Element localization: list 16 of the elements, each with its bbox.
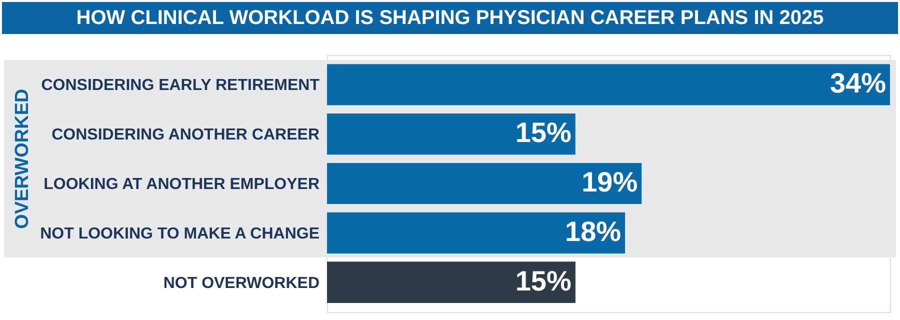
bar [327, 162, 642, 204]
chart-title: HOW CLINICAL WORKLOAD IS SHAPING PHYSICIAN CAREER PLANS IN 2025 [76, 7, 824, 29]
y-tick-label: NOT OVERWORKED [163, 274, 320, 292]
data-label: 15% [515, 265, 572, 296]
y-tick-label: NOT LOOKING TO MAKE A CHANGE [40, 225, 320, 242]
bar [327, 114, 576, 155]
data-label: 15% [515, 117, 572, 148]
band-label: OVERWORKED [12, 88, 33, 229]
y-tick-label: CONSIDERING EARLY RETIREMENT [41, 77, 320, 94]
y-tick-label: LOOKING AT ANOTHER EMPLOYER [44, 176, 320, 193]
data-label: 34% [830, 68, 886, 99]
bar [327, 64, 890, 106]
data-label: 18% [565, 216, 622, 247]
data-label: 19% [582, 166, 638, 198]
bar [327, 212, 626, 254]
y-tick-label: CONSIDERING ANOTHER CAREER [52, 126, 320, 144]
